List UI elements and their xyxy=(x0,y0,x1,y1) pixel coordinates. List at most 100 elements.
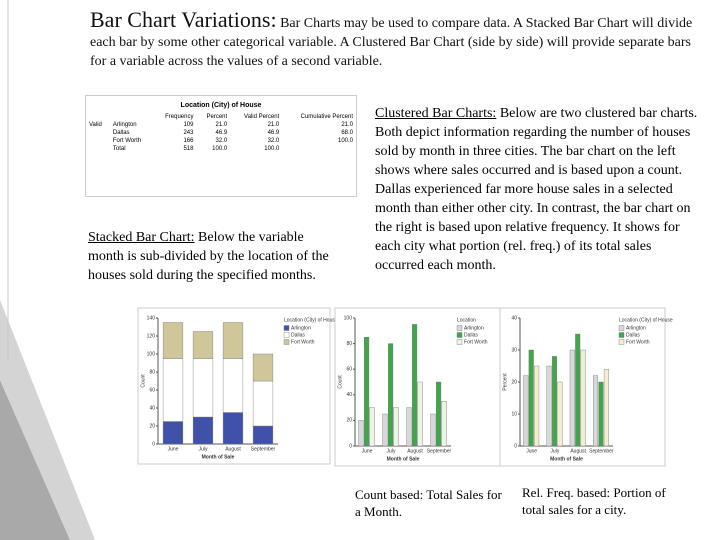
legend-label: Arlington xyxy=(626,325,646,331)
x-tick-label: August xyxy=(570,448,586,454)
body: Below are two clustered bar charts. Both… xyxy=(375,106,698,273)
column-header: Valid Percent xyxy=(244,114,280,120)
cell: 166 xyxy=(183,138,194,144)
corner-band xyxy=(0,300,95,540)
x-tick-label: July xyxy=(550,448,559,454)
legend-swatch xyxy=(456,339,463,345)
bar xyxy=(557,381,563,447)
y-tick-label: 20 xyxy=(511,379,517,385)
bar-segment xyxy=(162,421,184,445)
cell: 100.0 xyxy=(264,146,280,152)
x-axis-label: Month of Sale xyxy=(387,456,420,462)
legend-title: Location xyxy=(457,317,476,323)
bar xyxy=(358,420,364,447)
row: Dallas 243 46.9 46.9 68.0 xyxy=(86,129,356,137)
cell: 32.0 xyxy=(267,138,280,144)
bar xyxy=(417,381,423,447)
stacked-text: Stacked Bar Chart: Below the variable mo… xyxy=(88,228,343,285)
cell: 100.0 xyxy=(337,138,353,144)
cell: 243 xyxy=(183,130,194,136)
x-axis-label: Month of Sale xyxy=(202,454,235,460)
bar-segment xyxy=(222,358,244,413)
legend-swatch xyxy=(283,332,290,338)
label: Stacked Bar Chart: xyxy=(88,230,195,245)
bar xyxy=(534,365,540,447)
y-tick-label: 120 xyxy=(147,333,156,339)
legend-swatch xyxy=(618,339,625,345)
bar xyxy=(369,407,375,447)
bar xyxy=(528,349,534,447)
legend-swatch xyxy=(618,332,625,338)
bar-segment xyxy=(162,322,184,359)
legend-label: Fort Worth xyxy=(291,339,315,345)
cell: 21.0 xyxy=(267,122,280,128)
bar-segment xyxy=(222,322,244,359)
bar xyxy=(406,407,412,447)
cell: 32.0 xyxy=(215,138,228,144)
legend-swatch xyxy=(456,332,463,338)
x-tick-label: September xyxy=(589,448,614,454)
x-tick-label: June xyxy=(526,448,537,454)
bar xyxy=(580,349,586,447)
legend-label: Dallas xyxy=(626,332,640,338)
legend-swatch xyxy=(283,325,290,331)
cell: 68.0 xyxy=(341,130,353,136)
y-tick-label: 0 xyxy=(152,441,155,447)
bar xyxy=(523,375,529,447)
bar-segment xyxy=(162,358,184,422)
y-tick-label: 60 xyxy=(346,367,352,373)
y-tick-label: 30 xyxy=(511,347,517,353)
x-tick-label: September xyxy=(427,448,452,454)
bar xyxy=(598,381,604,447)
row-label: Fort Worth xyxy=(112,138,142,144)
legend-label: Dallas xyxy=(464,332,478,338)
y-tick-label: 100 xyxy=(147,351,156,357)
body: Below the variable month is sub-divided … xyxy=(88,230,329,283)
frequency-table: Location (City) of House Frequency Percent… xyxy=(85,95,357,197)
cell: 21.0 xyxy=(215,122,228,128)
x-tick-label: July xyxy=(387,448,396,454)
x-axis-label: Month of Sale xyxy=(550,456,583,462)
x-tick-label: June xyxy=(362,448,373,454)
bar xyxy=(441,401,447,447)
bar-segment xyxy=(192,358,214,418)
legend-swatch xyxy=(456,325,463,331)
cell: 46.9 xyxy=(215,130,228,136)
legend-title: Location (City) of House xyxy=(619,317,673,323)
bar xyxy=(575,333,581,447)
bar xyxy=(382,413,388,447)
legend-label: Dallas xyxy=(291,332,305,338)
bar xyxy=(430,413,436,447)
cell: 109 xyxy=(183,122,194,128)
y-tick-label: 40 xyxy=(346,392,352,398)
bar-segment xyxy=(252,380,274,427)
bar-segment xyxy=(252,425,274,445)
y-tick-label: 80 xyxy=(149,369,155,375)
row-label: Arlington xyxy=(112,122,137,128)
column-header: Frequency xyxy=(165,114,194,120)
legend-label: Arlington xyxy=(291,325,311,331)
x-tick-label: August xyxy=(225,446,241,452)
y-axis-label: Count xyxy=(140,374,146,388)
y-tick-label: 20 xyxy=(149,423,155,429)
x-tick-label: September xyxy=(251,446,276,452)
legend-label: Fort Worth xyxy=(626,339,650,345)
y-tick-label: 10 xyxy=(511,411,517,417)
y-tick-label: 140 xyxy=(147,315,156,321)
legend-label: Arlington xyxy=(464,325,484,331)
column-header: Percent xyxy=(206,114,228,120)
legend-title: Location (City) of House xyxy=(284,317,338,323)
group-cell: Valid xyxy=(89,122,102,128)
y-tick-label: 60 xyxy=(149,387,155,393)
y-tick-label: 0 xyxy=(514,443,517,449)
bar xyxy=(603,369,609,447)
bar xyxy=(436,381,442,447)
bar xyxy=(546,365,552,447)
row-label: Total xyxy=(112,146,126,152)
bar xyxy=(393,407,399,447)
y-tick-label: 20 xyxy=(346,418,352,424)
legend-swatch xyxy=(618,325,625,331)
